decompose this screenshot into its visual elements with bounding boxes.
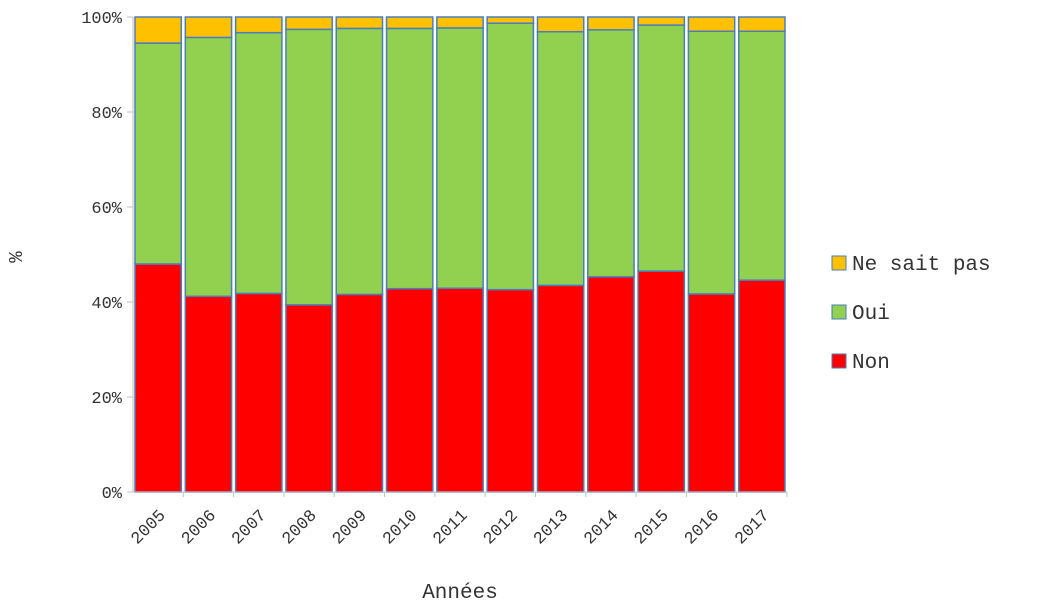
x-tick-label: 2009 bbox=[329, 507, 371, 549]
x-tick-label: 2005 bbox=[128, 507, 170, 549]
bar-segment-non-2005 bbox=[134, 263, 183, 493]
bar-segment-oui-2014 bbox=[587, 29, 635, 278]
x-tick-label: 2007 bbox=[229, 507, 271, 549]
bar-segment-ne-sait-pas-2012 bbox=[486, 16, 535, 24]
x-tick-label: 2012 bbox=[480, 507, 522, 549]
bar-segment-oui-2012 bbox=[486, 22, 535, 291]
bar-segment-non-2006 bbox=[184, 295, 233, 493]
y-tick-label: 100% bbox=[81, 10, 123, 29]
bar-segment-oui-2017 bbox=[737, 30, 786, 281]
y-tick-label: 0% bbox=[102, 485, 123, 504]
legend-label: Ne sait pas bbox=[852, 254, 991, 277]
bar-segment-non-2009 bbox=[335, 293, 384, 493]
y-axis-label: % bbox=[6, 251, 28, 263]
bar-segment-ne-sait-pas-2008 bbox=[285, 16, 333, 31]
legend-label: Non bbox=[852, 352, 890, 375]
bar-segment-oui-2010 bbox=[385, 27, 434, 290]
bar-segment-non-2010 bbox=[385, 287, 434, 493]
bar-segment-ne-sait-pas-2014 bbox=[587, 16, 635, 31]
bar-segment-non-2013 bbox=[536, 284, 585, 493]
bar-segment-oui-2011 bbox=[436, 27, 484, 289]
bar-segment-ne-sait-pas-2007 bbox=[234, 16, 283, 34]
bar-segment-ne-sait-pas-2015 bbox=[637, 16, 686, 26]
x-tick-label: 2016 bbox=[681, 507, 723, 549]
bar-segment-oui-2005 bbox=[134, 42, 183, 265]
bar-segment-non-2012 bbox=[486, 288, 535, 493]
x-tick-label: 2010 bbox=[380, 507, 422, 549]
bar-segment-oui-2008 bbox=[285, 28, 333, 306]
bar-segment-non-2011 bbox=[436, 287, 484, 493]
legend: Ne sait pas Oui Non bbox=[831, 254, 991, 375]
bar-segment-ne-sait-pas-2017 bbox=[737, 16, 786, 32]
bar-segment-ne-sait-pas-2010 bbox=[385, 16, 434, 30]
legend-label: Oui bbox=[852, 303, 890, 326]
x-tick-label: 2006 bbox=[178, 507, 220, 549]
bar-segment-non-2017 bbox=[737, 279, 786, 493]
x-tick-label: 2008 bbox=[279, 507, 321, 549]
x-tick-label: 2013 bbox=[531, 507, 573, 549]
y-tick-label: 80% bbox=[91, 105, 122, 124]
x-tick-label: 2015 bbox=[631, 507, 673, 549]
y-tick-label: 60% bbox=[91, 200, 122, 219]
bar-segment-ne-sait-pas-2011 bbox=[436, 16, 484, 29]
legend-swatch-oui bbox=[831, 304, 847, 320]
x-tick-label: 2011 bbox=[430, 507, 472, 549]
bar-segment-oui-2016 bbox=[687, 30, 736, 295]
x-tick-label: 2017 bbox=[732, 507, 774, 549]
bar-segment-oui-2013 bbox=[536, 30, 585, 287]
bars-group bbox=[134, 16, 786, 493]
legend-swatch-non bbox=[831, 353, 847, 369]
bar-segment-ne-sait-pas-2016 bbox=[687, 16, 736, 32]
bar-segment-ne-sait-pas-2005 bbox=[134, 16, 183, 44]
bar-segment-non-2007 bbox=[234, 292, 283, 493]
bar-segment-non-2015 bbox=[637, 270, 686, 493]
bar-segment-non-2008 bbox=[285, 304, 333, 493]
y-tick-label: 20% bbox=[91, 390, 122, 409]
y-tick-label: 40% bbox=[91, 295, 122, 314]
bar-segment-ne-sait-pas-2013 bbox=[536, 16, 585, 33]
bar-segment-oui-2006 bbox=[184, 36, 233, 298]
bar-segment-ne-sait-pas-2006 bbox=[184, 16, 233, 39]
bar-segment-oui-2009 bbox=[335, 27, 384, 296]
bar-segment-oui-2015 bbox=[637, 24, 686, 272]
bar-segment-ne-sait-pas-2009 bbox=[335, 16, 384, 30]
x-tick-label: 2014 bbox=[581, 507, 623, 549]
bar-segment-oui-2007 bbox=[234, 31, 283, 295]
legend-swatch-ne-sait-pas bbox=[831, 255, 847, 271]
x-axis-label: Années bbox=[422, 582, 498, 605]
bar-segment-non-2016 bbox=[687, 293, 736, 493]
bar-segment-non-2014 bbox=[587, 276, 635, 493]
